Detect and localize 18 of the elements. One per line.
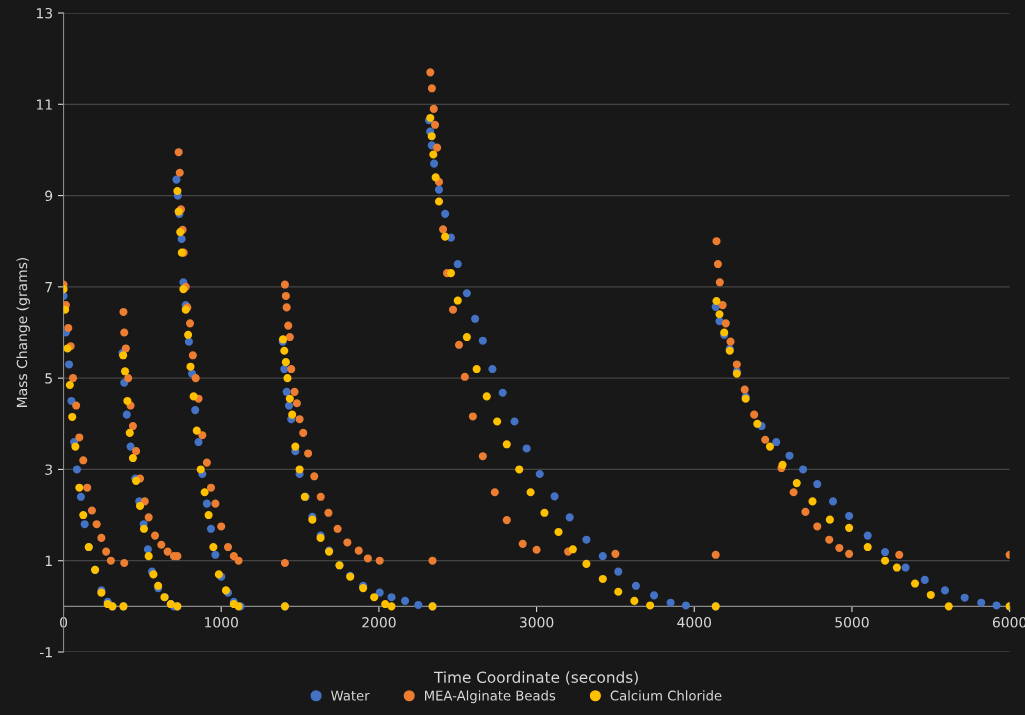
legend-label: Water — [331, 690, 370, 701]
y-tick-label: 3 — [45, 464, 53, 475]
y-tick-label: 5 — [45, 373, 52, 384]
x-axis-title: Time Coordinate (seconds) — [433, 671, 638, 685]
legend-label: Calcium Chloride — [610, 690, 722, 701]
y-tick-label: -1 — [39, 647, 52, 658]
legend-label: MEA-Alginate Beads — [425, 690, 556, 704]
y-tick-label: 11 — [36, 99, 52, 110]
y-axis-title: Mass Change (grams) — [16, 257, 30, 407]
y-tick-label: 9 — [45, 190, 53, 202]
x-tick-label: 2000 — [362, 617, 396, 628]
x-tick-label: 5000 — [835, 617, 869, 628]
y-tick-label: 7 — [45, 282, 52, 293]
x-tick-label: 4000 — [677, 617, 712, 628]
x-tick-label: 1000 — [205, 617, 238, 628]
y-tick-label: 1 — [45, 555, 52, 566]
y-tick-label: 13 — [36, 7, 53, 19]
x-tick-label: 3000 — [519, 617, 554, 628]
